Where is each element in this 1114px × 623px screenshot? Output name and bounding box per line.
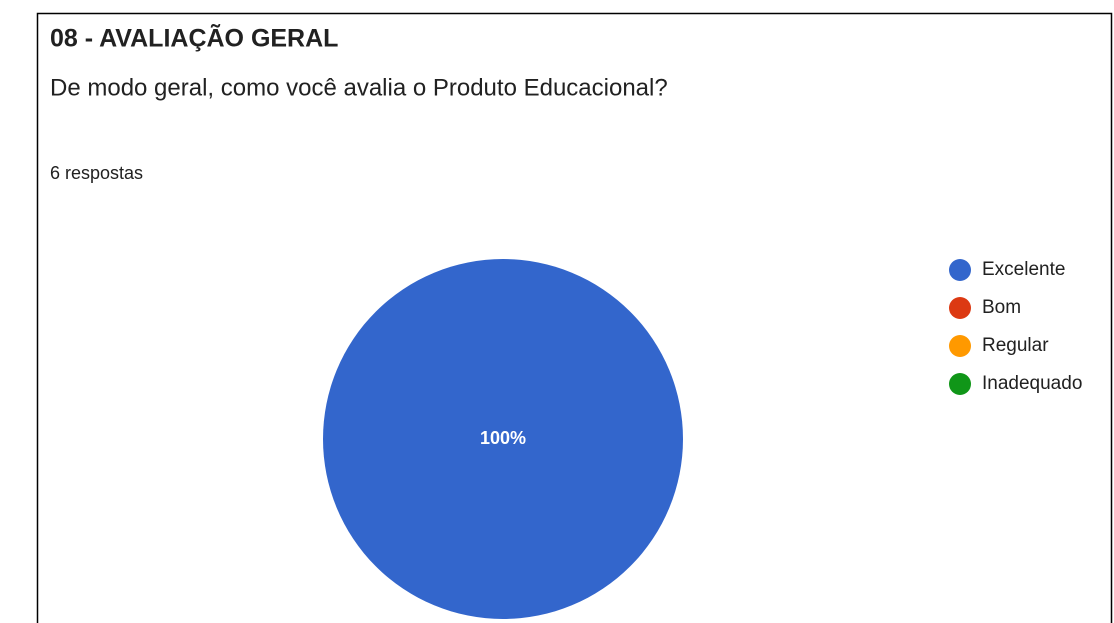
pie-slice	[323, 259, 683, 619]
chart-title: 08 - AVALIAÇÃO GERAL	[50, 23, 338, 53]
legend-swatch	[949, 297, 971, 319]
legend-swatch	[949, 259, 971, 281]
data-label: 100%	[480, 428, 526, 448]
legend-label: Excelente	[982, 259, 1065, 280]
response-count: 6 respostas	[50, 163, 143, 183]
frame	[36, 12, 1113, 623]
legend-swatch	[949, 335, 971, 357]
chart-subtitle: De modo geral, como você avalia o Produt…	[50, 74, 668, 101]
legend-label: Bom	[982, 297, 1021, 318]
legend-label: Regular	[982, 335, 1049, 356]
legend-label: Inadequado	[982, 373, 1082, 394]
legend-swatch	[949, 373, 971, 395]
